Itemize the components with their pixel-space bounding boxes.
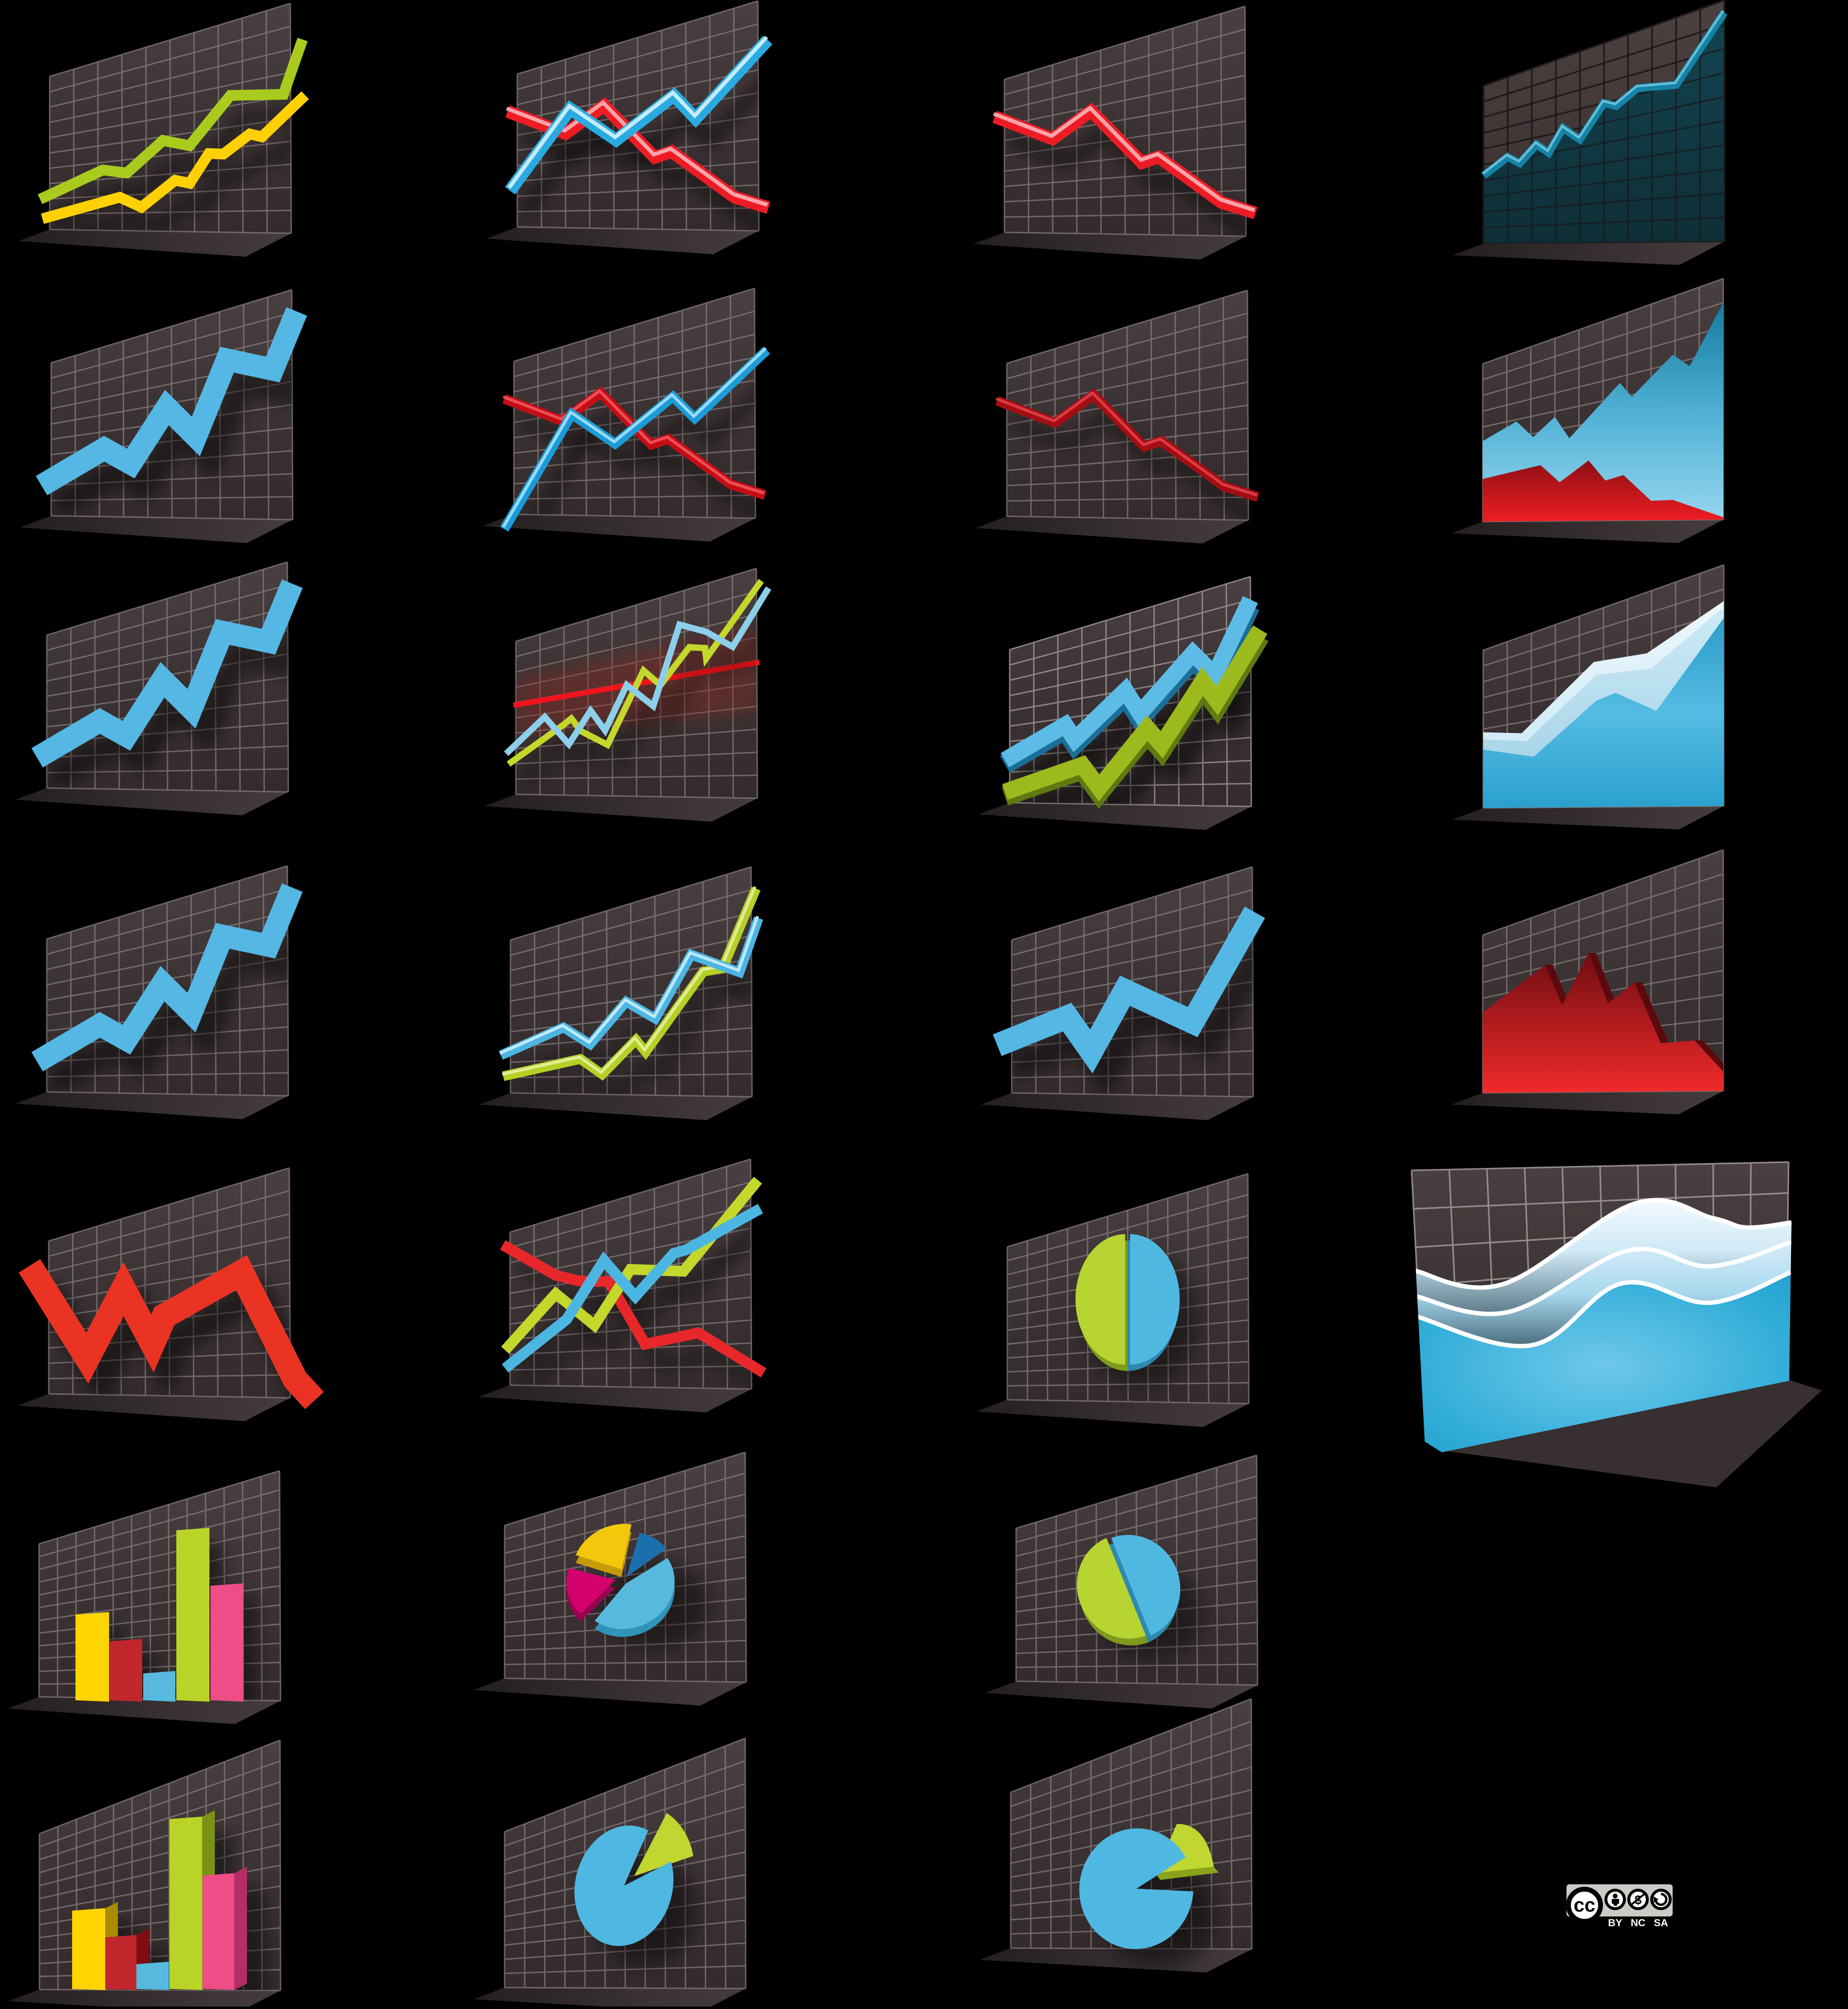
svg-text:SA: SA	[1654, 1917, 1668, 1929]
svg-text:NC: NC	[1631, 1917, 1645, 1929]
svg-text:cc: cc	[1574, 1895, 1596, 1916]
svg-text:BY: BY	[1608, 1917, 1622, 1929]
